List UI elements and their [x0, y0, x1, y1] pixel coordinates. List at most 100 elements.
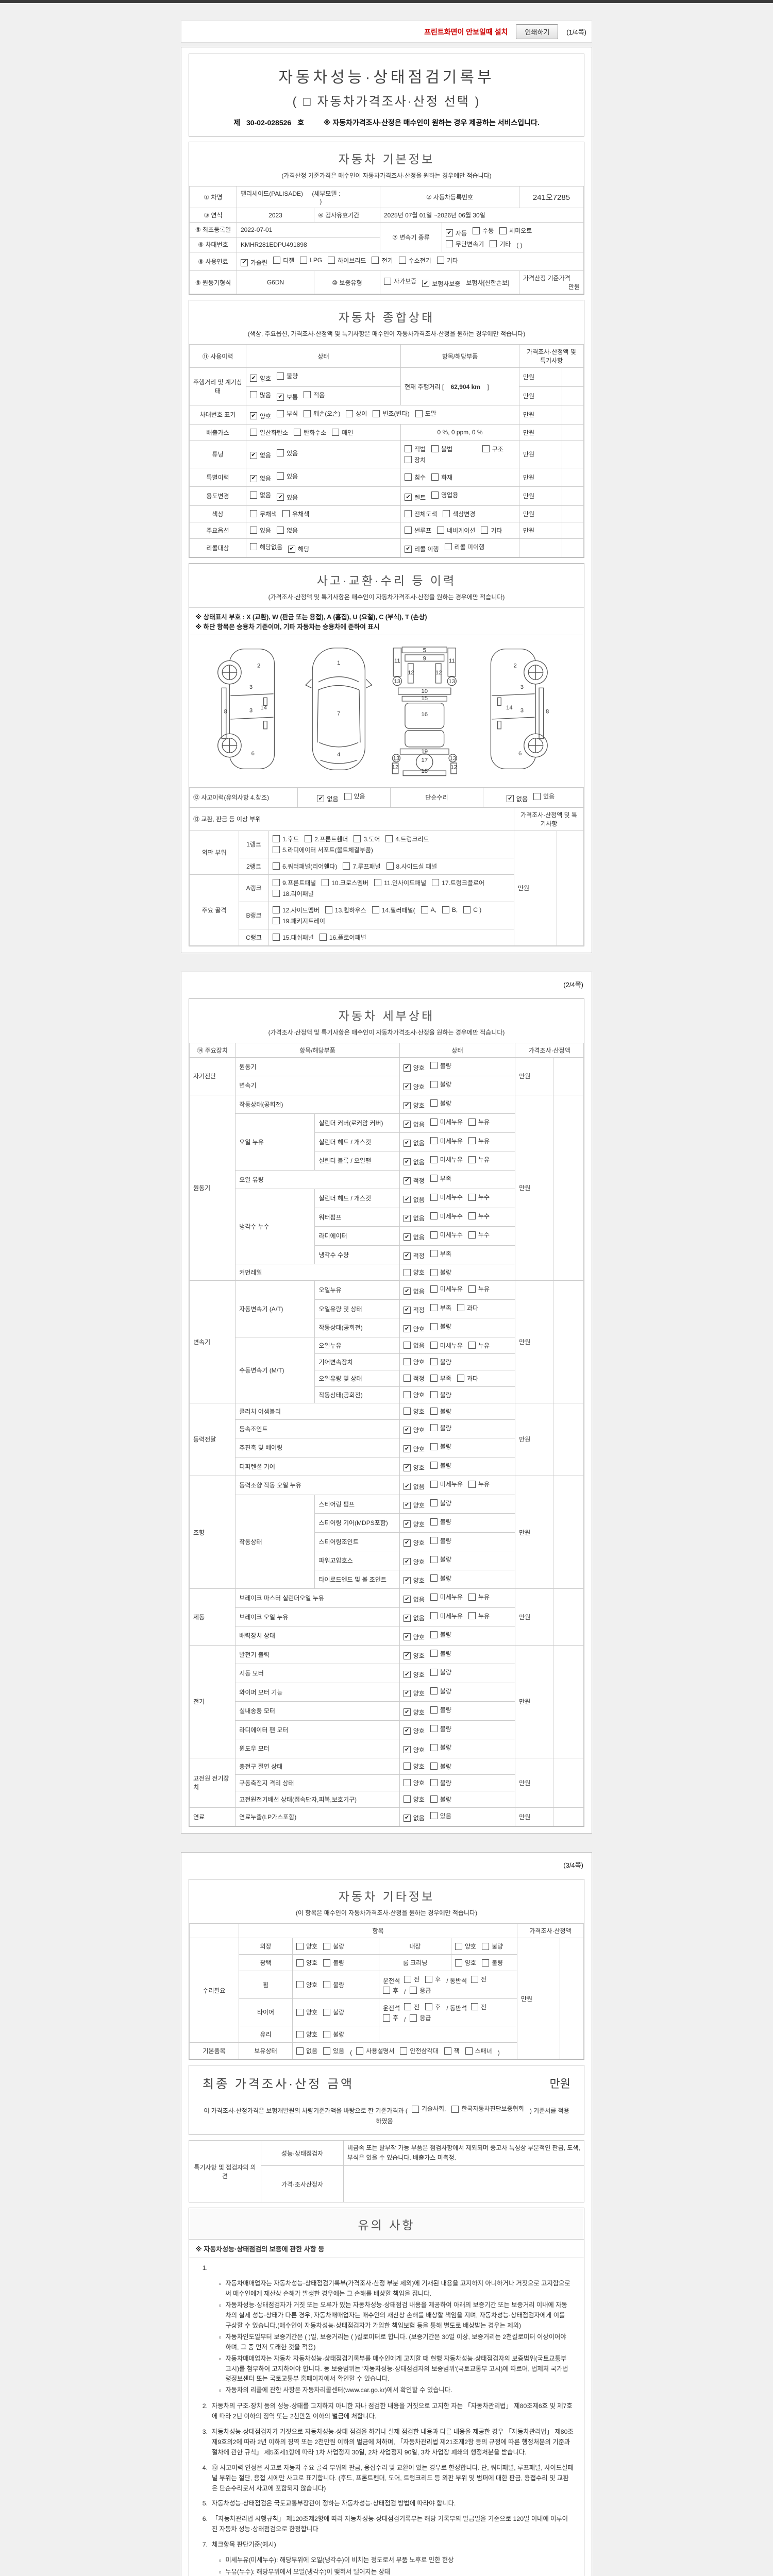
checkbox-option[interactable]: 불량: [482, 1942, 503, 1951]
checkbox-option[interactable]: 적정: [403, 1176, 425, 1185]
checkbox-option[interactable]: 부식: [277, 409, 298, 418]
checkbox-option[interactable]: 장치: [405, 455, 426, 464]
checkbox-option[interactable]: 없음: [403, 1595, 425, 1604]
checkbox-option[interactable]: 불량: [430, 1687, 451, 1696]
checkbox-option[interactable]: 불량: [430, 1795, 451, 1804]
checkbox-option[interactable]: 양호: [296, 2008, 317, 2016]
checkbox-option[interactable]: 양호: [403, 1708, 425, 1717]
checkbox-option[interactable]: 없음: [250, 451, 271, 460]
checkbox-option[interactable]: 전체도색: [405, 510, 437, 518]
checkbox-option[interactable]: 누유: [468, 1341, 490, 1350]
checkbox-option[interactable]: 양호: [455, 1942, 476, 1951]
checkbox-option[interactable]: 미세누수: [430, 1230, 463, 1239]
checkbox-option[interactable]: A,: [421, 906, 436, 913]
checkbox-option[interactable]: 없음: [250, 474, 271, 483]
checkbox-option[interactable]: 19.패키지트레이: [273, 917, 325, 925]
checkbox-option[interactable]: 양호: [296, 1942, 317, 1951]
checkbox-option[interactable]: B,: [442, 906, 458, 913]
checkbox-option[interactable]: 양호: [403, 1407, 425, 1416]
checkbox-option[interactable]: 불량: [430, 1668, 451, 1676]
checkbox-option[interactable]: 없음: [403, 1814, 425, 1822]
checkbox-option[interactable]: 양호: [296, 2030, 317, 2039]
checkbox-option[interactable]: 9.프론트패널: [273, 878, 316, 887]
checkbox-option[interactable]: 양호: [403, 1670, 425, 1679]
checkbox-option[interactable]: 누유: [468, 1284, 490, 1293]
checkbox-option[interactable]: 불량: [430, 1358, 451, 1366]
checkbox-option[interactable]: 불량: [430, 1705, 451, 1714]
checkbox-option[interactable]: 상이: [346, 409, 367, 418]
checkbox-option[interactable]: 불량: [277, 371, 298, 380]
checkbox-option[interactable]: 없음: [403, 1195, 425, 1204]
checkbox-option[interactable]: 불량: [323, 1942, 344, 1951]
checkbox-option[interactable]: 양호: [403, 1063, 425, 1072]
checkbox-option[interactable]: 양호: [403, 1520, 425, 1529]
checkbox-option[interactable]: 없음: [250, 490, 271, 499]
checkbox-option[interactable]: 있음: [277, 449, 298, 457]
checkbox-option[interactable]: 가솔린: [241, 258, 267, 267]
checkbox-option[interactable]: 없음: [296, 2046, 317, 2055]
checkbox-option[interactable]: 불량: [430, 1499, 451, 1507]
checkbox-option[interactable]: 없음: [403, 1287, 425, 1296]
checkbox-option[interactable]: 미세누유: [430, 1592, 463, 1601]
checkbox-option[interactable]: 불량: [323, 1958, 344, 1967]
checkbox-option[interactable]: 해당없음: [250, 543, 282, 551]
checkbox-option[interactable]: 누유: [468, 1592, 490, 1601]
checkbox-option[interactable]: 무단변속기: [446, 240, 484, 248]
checkbox-option[interactable]: 양호: [403, 1576, 425, 1585]
checkbox-option[interactable]: 누수: [468, 1193, 490, 1201]
checkbox-option[interactable]: 리콜 미이행: [444, 543, 484, 551]
checkbox-option[interactable]: 17.트렁크플로어: [432, 878, 484, 887]
checkbox-option[interactable]: 일산화탄소: [250, 428, 288, 437]
checkbox-option[interactable]: 후: [425, 2003, 441, 2011]
checkbox-option[interactable]: 잭: [444, 2046, 460, 2055]
checkbox-option[interactable]: 양호: [403, 1426, 425, 1434]
checkbox-option[interactable]: 적정: [403, 1306, 425, 1314]
checkbox-option[interactable]: 적법: [405, 445, 426, 453]
checkbox-option[interactable]: 적정: [403, 1251, 425, 1260]
checkbox-option[interactable]: 전: [471, 1975, 486, 1984]
checkbox-option[interactable]: 양호: [455, 1958, 476, 1967]
checkbox-option[interactable]: 불량: [323, 2030, 344, 2039]
checkbox-option[interactable]: 누유: [468, 1137, 490, 1145]
checkbox-option[interactable]: 없음: [403, 1341, 425, 1350]
checkbox-option[interactable]: 수소전기: [398, 256, 431, 265]
print-button[interactable]: 인쇄하기: [516, 24, 559, 39]
checkbox-option[interactable]: 15.대쉬패널: [273, 933, 314, 942]
checkbox-option[interactable]: 부족: [430, 1303, 451, 1312]
checkbox-option[interactable]: 양호: [403, 1745, 425, 1754]
checkbox-option[interactable]: 썬루프: [405, 526, 431, 535]
checkbox-option[interactable]: 적음: [304, 391, 325, 399]
checkbox-option[interactable]: 색상변경: [443, 510, 475, 518]
checkbox-option[interactable]: 화재: [431, 473, 452, 482]
checkbox-option[interactable]: 양호: [403, 1268, 425, 1277]
checkbox-option[interactable]: 있음: [250, 526, 271, 535]
checkbox-option[interactable]: 미세누유: [430, 1117, 463, 1126]
checkbox-option[interactable]: 불량: [430, 1555, 451, 1564]
checkbox-option[interactable]: 불량: [430, 1517, 451, 1526]
checkbox-option[interactable]: 무채색: [250, 510, 277, 518]
checkbox-option[interactable]: 렌트: [405, 493, 426, 502]
checkbox-option[interactable]: 불량: [430, 1268, 451, 1277]
checkbox-option[interactable]: 있음: [323, 2046, 344, 2055]
checkbox-option[interactable]: 미세누유: [430, 1284, 463, 1293]
checkbox-option[interactable]: 불량: [430, 1743, 451, 1752]
checkbox-option[interactable]: 양호: [403, 1795, 425, 1804]
checkbox-option[interactable]: 응급: [410, 1986, 431, 1995]
checkbox-option[interactable]: 18.리어패널: [273, 889, 314, 898]
checkbox-option[interactable]: 구조: [482, 445, 503, 453]
checkbox-option[interactable]: 양호: [403, 1778, 425, 1787]
checkbox-option[interactable]: 없음: [403, 1614, 425, 1622]
checkbox-option[interactable]: 훼손(오손): [304, 409, 340, 418]
checkbox-option[interactable]: 양호: [403, 1557, 425, 1566]
checkbox-option[interactable]: 불량: [430, 1574, 451, 1583]
checkbox-option[interactable]: 전: [404, 1975, 419, 1984]
checkbox-option[interactable]: 불량: [430, 1080, 451, 1089]
checkbox-option[interactable]: LPG: [300, 257, 322, 264]
checkbox-option[interactable]: 불량: [430, 1778, 451, 1787]
checkbox-option[interactable]: 기타: [436, 256, 458, 265]
checkbox-option[interactable]: 양호: [296, 1980, 317, 1989]
checkbox-option[interactable]: 불량: [430, 1061, 451, 1070]
checkbox-option[interactable]: 불량: [323, 1980, 344, 1989]
checkbox-option[interactable]: 없음: [403, 1214, 425, 1223]
checkbox-option[interactable]: 보통: [277, 393, 298, 401]
